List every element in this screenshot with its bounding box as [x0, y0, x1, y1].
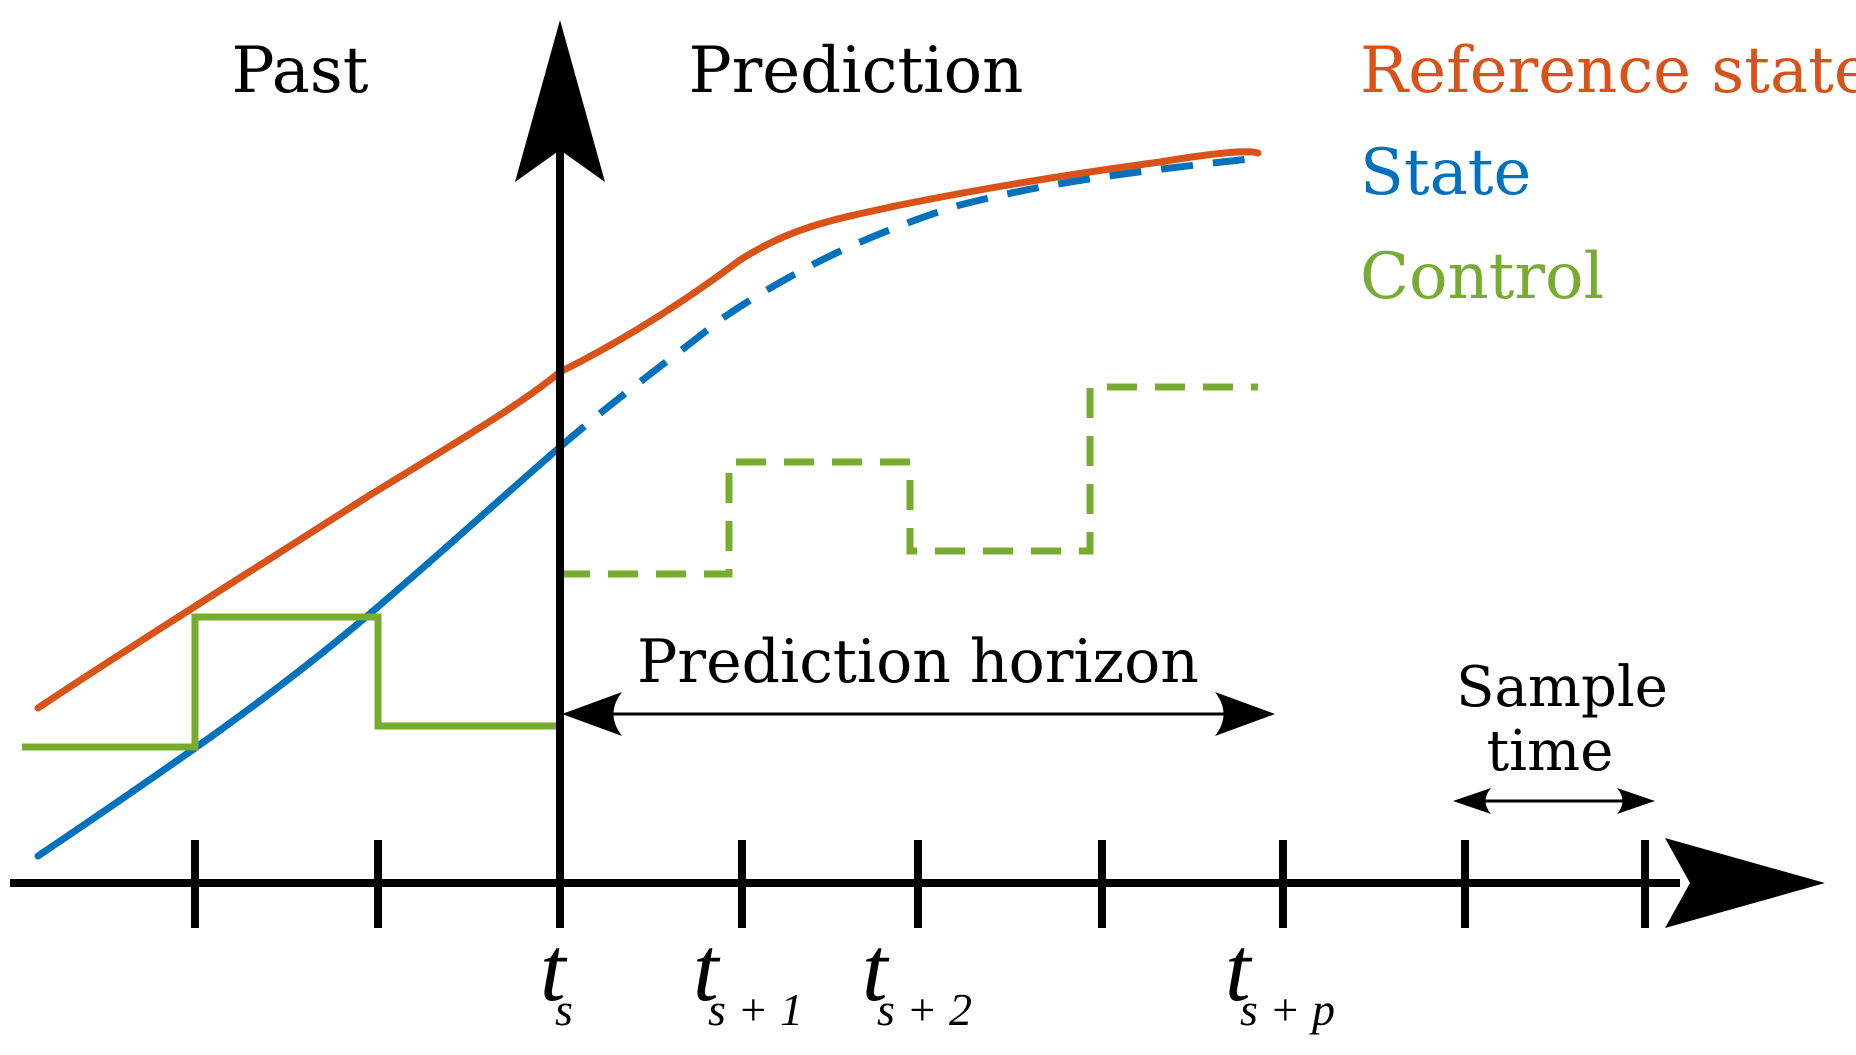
legend-state: State: [1360, 136, 1531, 210]
sample-time-label-line1: Sample: [1456, 655, 1668, 720]
time-label-ts: t s: [540, 918, 573, 1035]
state-curve-past: [34, 443, 564, 860]
legend-reference-state: Reference state: [1360, 34, 1856, 108]
prediction-horizon-label: Prediction horizon: [637, 627, 1199, 697]
prediction-region-label: Prediction: [689, 34, 1024, 108]
past-region-label: Past: [232, 34, 369, 108]
time-label-ts2: t s + 2: [862, 918, 972, 1035]
present-time-arrowhead: [515, 20, 605, 182]
time-label-subscript: s + 2: [877, 984, 972, 1035]
legend-control: Control: [1360, 240, 1604, 314]
time-label-base: t: [540, 918, 568, 1020]
control-signal-past: [22, 613, 560, 751]
time-label-subscript: s + p: [1240, 984, 1335, 1035]
time-label-base: t: [862, 918, 890, 1020]
time-axis-arrowhead: [1665, 838, 1825, 928]
sample-time-arrow: [1453, 788, 1655, 814]
state-curve-predicted: [557, 154, 1259, 450]
time-label-tsp: t s + p: [1225, 918, 1335, 1035]
time-label-subscript: s: [555, 984, 573, 1035]
time-label-ts1: t s + 1: [693, 918, 803, 1035]
tick-marks: [191, 840, 1649, 928]
sample-time-label-line2: time: [1487, 719, 1614, 784]
control-signal-predicted: [560, 383, 1258, 578]
reference-state-curve: [34, 148, 1262, 712]
time-label-base: t: [693, 918, 721, 1020]
time-label-subscript: s + 1: [708, 984, 803, 1035]
time-label-base: t: [1225, 918, 1253, 1020]
prediction-horizon-arrow: [562, 692, 1275, 736]
